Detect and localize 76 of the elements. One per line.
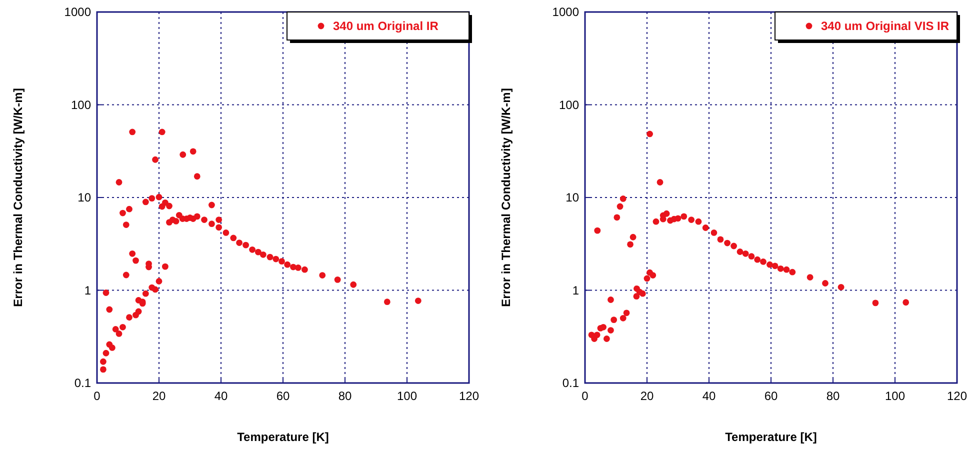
point: [616, 203, 624, 210]
point: [754, 256, 761, 263]
point: [646, 130, 653, 138]
legend-label: 340 um Original IR: [333, 19, 439, 33]
point: [650, 272, 656, 278]
point: [652, 218, 660, 225]
point: [674, 215, 682, 222]
x-tick-label: 60: [276, 389, 290, 403]
y-axis-title: Error in Thermal Conductivity [W/K-m]: [11, 88, 25, 307]
point: [760, 258, 766, 265]
point: [663, 210, 670, 217]
point: [633, 293, 640, 300]
point: [644, 275, 650, 282]
x-axis-title: Temperature [K]: [237, 430, 329, 444]
point: [730, 242, 737, 250]
x-tick-label: 60: [764, 389, 778, 403]
y-tick-label: 10: [78, 190, 92, 204]
point: [610, 316, 618, 324]
point: [766, 261, 773, 268]
x-tick-label: 80: [826, 389, 840, 403]
point: [695, 218, 702, 225]
point: [680, 213, 688, 220]
y-tick-label: 1: [84, 283, 92, 298]
x-tick-label: 0: [94, 389, 101, 403]
x-tick-label: 20: [640, 389, 654, 403]
legend-label: 340 um Original VIS IR: [821, 19, 950, 33]
point: [594, 332, 600, 338]
point: [806, 274, 814, 280]
point: [742, 250, 749, 257]
point: [630, 234, 636, 240]
x-tick-label: 0: [582, 389, 589, 403]
point: [872, 300, 879, 306]
point: [608, 296, 614, 303]
point: [772, 262, 778, 270]
y-tick-label: 100: [70, 98, 92, 112]
x-tick-label: 20: [152, 389, 166, 403]
point: [710, 230, 718, 236]
point: [902, 299, 910, 306]
point: [608, 327, 614, 334]
point: [656, 179, 664, 186]
point: [717, 236, 724, 243]
point: [627, 241, 634, 248]
y-axis-title: Error in Thermal Conductivity [W/K-m]: [499, 88, 513, 307]
x-tick-label: 100: [396, 389, 418, 403]
point: [604, 336, 610, 342]
point: [777, 265, 784, 272]
x-tick-label: 80: [338, 389, 352, 403]
y-tick-label: 1: [572, 283, 580, 298]
point: [688, 216, 695, 223]
point: [600, 324, 606, 330]
point: [594, 227, 601, 234]
point: [623, 310, 630, 316]
point: [736, 248, 744, 255]
y-tick-label: 10: [566, 190, 580, 204]
point: [724, 240, 730, 246]
point: [620, 196, 626, 202]
point: [748, 253, 755, 260]
point: [614, 214, 620, 221]
point: [702, 224, 709, 231]
point: [639, 290, 646, 297]
y-tick-label: 1000: [64, 5, 92, 19]
point: [822, 280, 828, 286]
x-tick-label: 120: [458, 389, 480, 403]
y-tick-label: 1000: [552, 5, 580, 19]
y-tick-label: 0.1: [562, 376, 580, 390]
point: [783, 266, 790, 273]
y-tick-label: 0.1: [74, 376, 92, 390]
x-tick-label: 40: [702, 389, 716, 403]
x-tick-label: 100: [884, 389, 906, 403]
x-tick-label: 40: [214, 389, 228, 403]
point: [838, 284, 844, 290]
x-axis-title: Temperature [K]: [725, 430, 817, 444]
point: [789, 268, 796, 276]
x-tick-label: 120: [946, 389, 968, 403]
point: [620, 314, 626, 322]
y-tick-label: 100: [558, 98, 580, 112]
